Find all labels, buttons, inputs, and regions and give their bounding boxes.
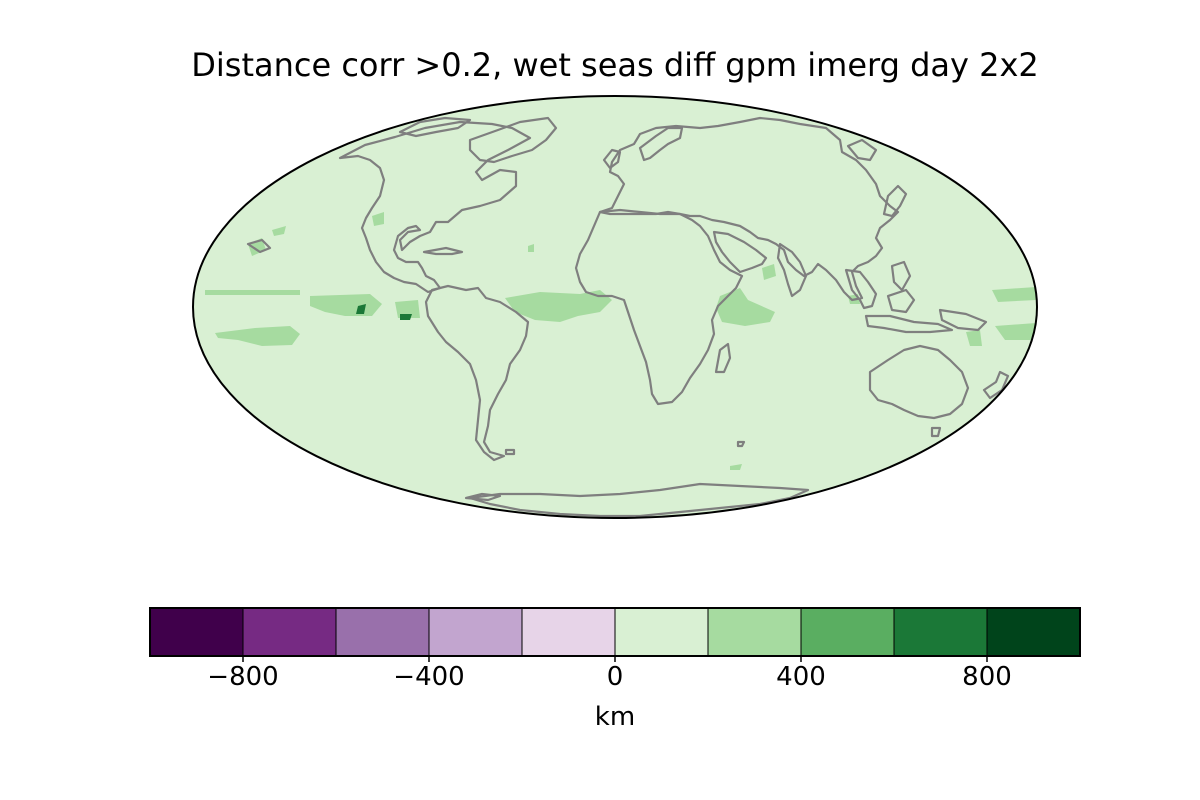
patch-pacific-south-arm	[215, 326, 300, 346]
figure-title: Distance corr >0.2, wet seas diff gpm im…	[191, 46, 1039, 84]
coast-south-america	[424, 284, 530, 462]
colorbar-bin-6	[707, 607, 802, 657]
patch-tropical-atlantic	[505, 290, 612, 322]
colorbar-bin-9	[986, 607, 1081, 657]
coast-alaska	[246, 238, 272, 254]
coast-tasmania	[930, 426, 942, 438]
colorbar-bin-1	[242, 607, 337, 657]
coast-antarctic-peninsula	[464, 492, 502, 502]
colorbar-bin-3	[428, 607, 523, 657]
colorbar-tick-label: 0	[606, 662, 624, 692]
coast-kamchatka	[846, 138, 878, 162]
coast-islands-atlantic	[736, 440, 746, 448]
coast-madagascar	[714, 342, 732, 374]
coastlines	[246, 116, 1010, 518]
coast-australia	[868, 344, 970, 420]
colorbar-bin-4	[521, 607, 616, 657]
colorbar-tick-label: −800	[207, 662, 279, 692]
coast-southeast-asia	[844, 268, 878, 310]
colorbar-bin-7	[800, 607, 895, 657]
colorbar-bin-2	[335, 607, 430, 657]
colorbar-tick-label: 800	[962, 662, 1012, 692]
coast-indonesia	[864, 314, 954, 334]
coast-falklands	[504, 448, 516, 456]
world-map	[192, 95, 1038, 519]
coast-arabia	[712, 230, 768, 274]
patch-pacific-small	[395, 300, 420, 318]
coast-philippines	[890, 260, 912, 292]
coast-caribbean	[422, 246, 464, 256]
patch-maritime	[966, 330, 982, 346]
colorbar-tick-label: 400	[776, 662, 826, 692]
patch-atlantic-small	[528, 244, 534, 252]
colorbar-bin-5	[614, 607, 709, 657]
coast-antarctica	[468, 482, 810, 518]
patch-darker-spot	[356, 304, 366, 314]
patch-eastern-pacific-band	[205, 290, 300, 295]
coast-europe	[598, 116, 900, 302]
coast-new-guinea	[938, 308, 988, 332]
coast-greenland	[468, 116, 558, 164]
map-border	[192, 95, 1038, 519]
patch-indian-ocean	[716, 288, 775, 326]
patch-gulf	[372, 212, 384, 226]
patch-western-pacific	[992, 287, 1036, 302]
patch-arabian-sea	[762, 264, 776, 280]
patch-darker-spot-2	[400, 314, 412, 320]
patch-south-atlantic	[730, 464, 742, 470]
patch-western-pacific-south	[995, 323, 1036, 340]
coast-britain	[602, 148, 622, 170]
coast-new-zealand	[982, 370, 1010, 400]
coast-japan	[882, 184, 908, 218]
colorbar-bin-8	[893, 607, 988, 657]
coast-borneo	[886, 288, 916, 314]
coast-arctic-canada	[398, 116, 472, 138]
coast-north-america	[338, 120, 532, 294]
colorbar-tick-label: −400	[393, 662, 465, 692]
correlation-distance-patches	[205, 212, 1036, 470]
coast-india	[776, 242, 808, 298]
coast-africa	[574, 208, 744, 406]
patch-north-pacific-2	[272, 226, 286, 236]
colorbar-unit-label: km	[594, 702, 636, 732]
map-background	[193, 96, 1037, 518]
coast-scandinavia	[638, 126, 684, 162]
colorbar-bin-0	[149, 607, 244, 657]
